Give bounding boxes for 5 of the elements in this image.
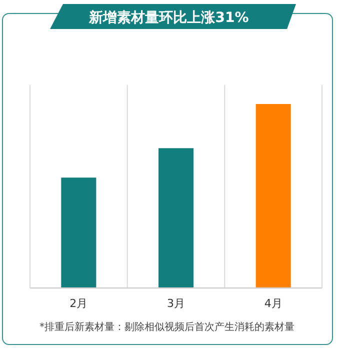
chart-title: 新增素材量环比上涨31% xyxy=(88,9,249,26)
x-tick-label: 3月 xyxy=(167,297,185,310)
x-tick-label: 2月 xyxy=(70,297,88,310)
x-tick-label: 4月 xyxy=(264,297,282,310)
text: *排重后新素材量：剔除相似视频后首次产生消耗的素材量 xyxy=(40,321,294,333)
